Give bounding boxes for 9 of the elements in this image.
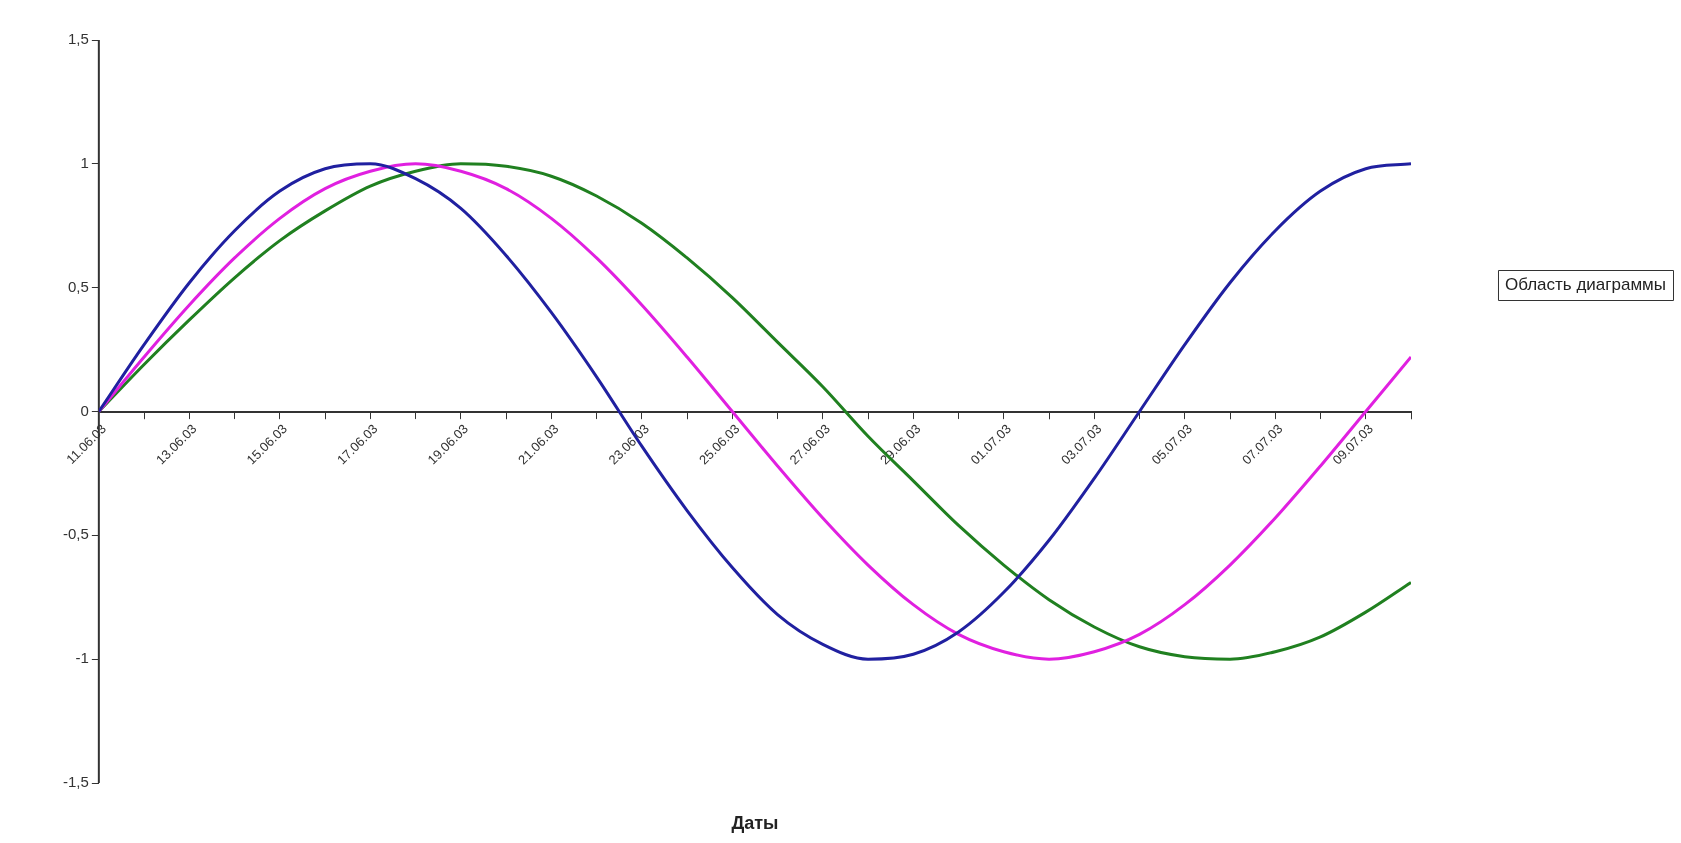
y-tick-label: 0,5 [67,277,89,295]
y-tick-label: 1 [80,153,89,171]
y-tick-label: -1 [75,649,89,667]
y-tick-label: 0 [80,401,89,419]
y-tick-label: -0,5 [62,525,89,543]
text: Область диаграммы [1504,274,1667,294]
y-tick-label: -1,5 [62,773,89,791]
x-axis-title: Даты [731,812,779,833]
y-tick-label: 1,5 [67,30,89,48]
